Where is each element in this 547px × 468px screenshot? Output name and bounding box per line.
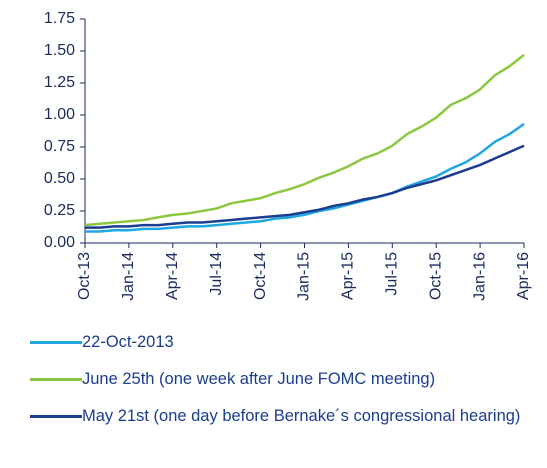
x-tick-label: Apr-15	[340, 252, 357, 300]
legend-label: May 21st (one day before Bernake´s congr…	[82, 407, 521, 425]
legend-item: June 25th (one week after June FOMC meet…	[30, 369, 545, 390]
legend-item: 22-Oct-2013	[30, 332, 545, 353]
x-tick-label: Apr-14	[164, 252, 181, 300]
series-line	[85, 122, 525, 233]
legend-label: June 25th (one week after June FOMC meet…	[82, 370, 436, 388]
y-tick-label: 0.25	[44, 202, 75, 219]
y-tick-label: 1.00	[44, 106, 75, 123]
y-tick-label: 0.50	[44, 170, 75, 187]
y-tick-label: 1.25	[44, 74, 75, 91]
legend-item: May 21st (one day before Bernake´s congr…	[30, 406, 545, 427]
x-tick-label: Oct-15	[427, 252, 444, 300]
x-tick-label: Jul-14	[208, 252, 225, 296]
x-tick-label: Jan-14	[120, 252, 137, 301]
x-tick-label: Apr-16	[515, 252, 532, 300]
x-tick-label: Jul-15	[384, 252, 401, 296]
legend: 22-Oct-2013 June 25th (one week after Jun…	[30, 332, 545, 443]
y-tick-label: 0.75	[44, 138, 75, 155]
legend-swatch	[30, 378, 82, 381]
x-tick-label: Jan-16	[471, 252, 488, 301]
legend-swatch	[30, 415, 82, 418]
x-tick-label: Oct-14	[252, 252, 269, 300]
legend-label: 22-Oct-2013	[82, 333, 174, 351]
series-line	[85, 144, 525, 229]
x-tick-label: Oct-13	[76, 252, 93, 300]
series-line	[84, 53, 525, 227]
chart: 0.00 0.25 0.50 0.75 1.00 1.25 1.50 1.75 Oct-13 Ja…	[44, 10, 532, 301]
y-tick-label: 0.00	[44, 234, 75, 251]
x-tick-label: Jan-15	[296, 252, 313, 301]
y-tick-label: 1.50	[44, 42, 75, 59]
y-tick-label: 1.75	[44, 10, 75, 27]
legend-swatch	[30, 341, 82, 344]
